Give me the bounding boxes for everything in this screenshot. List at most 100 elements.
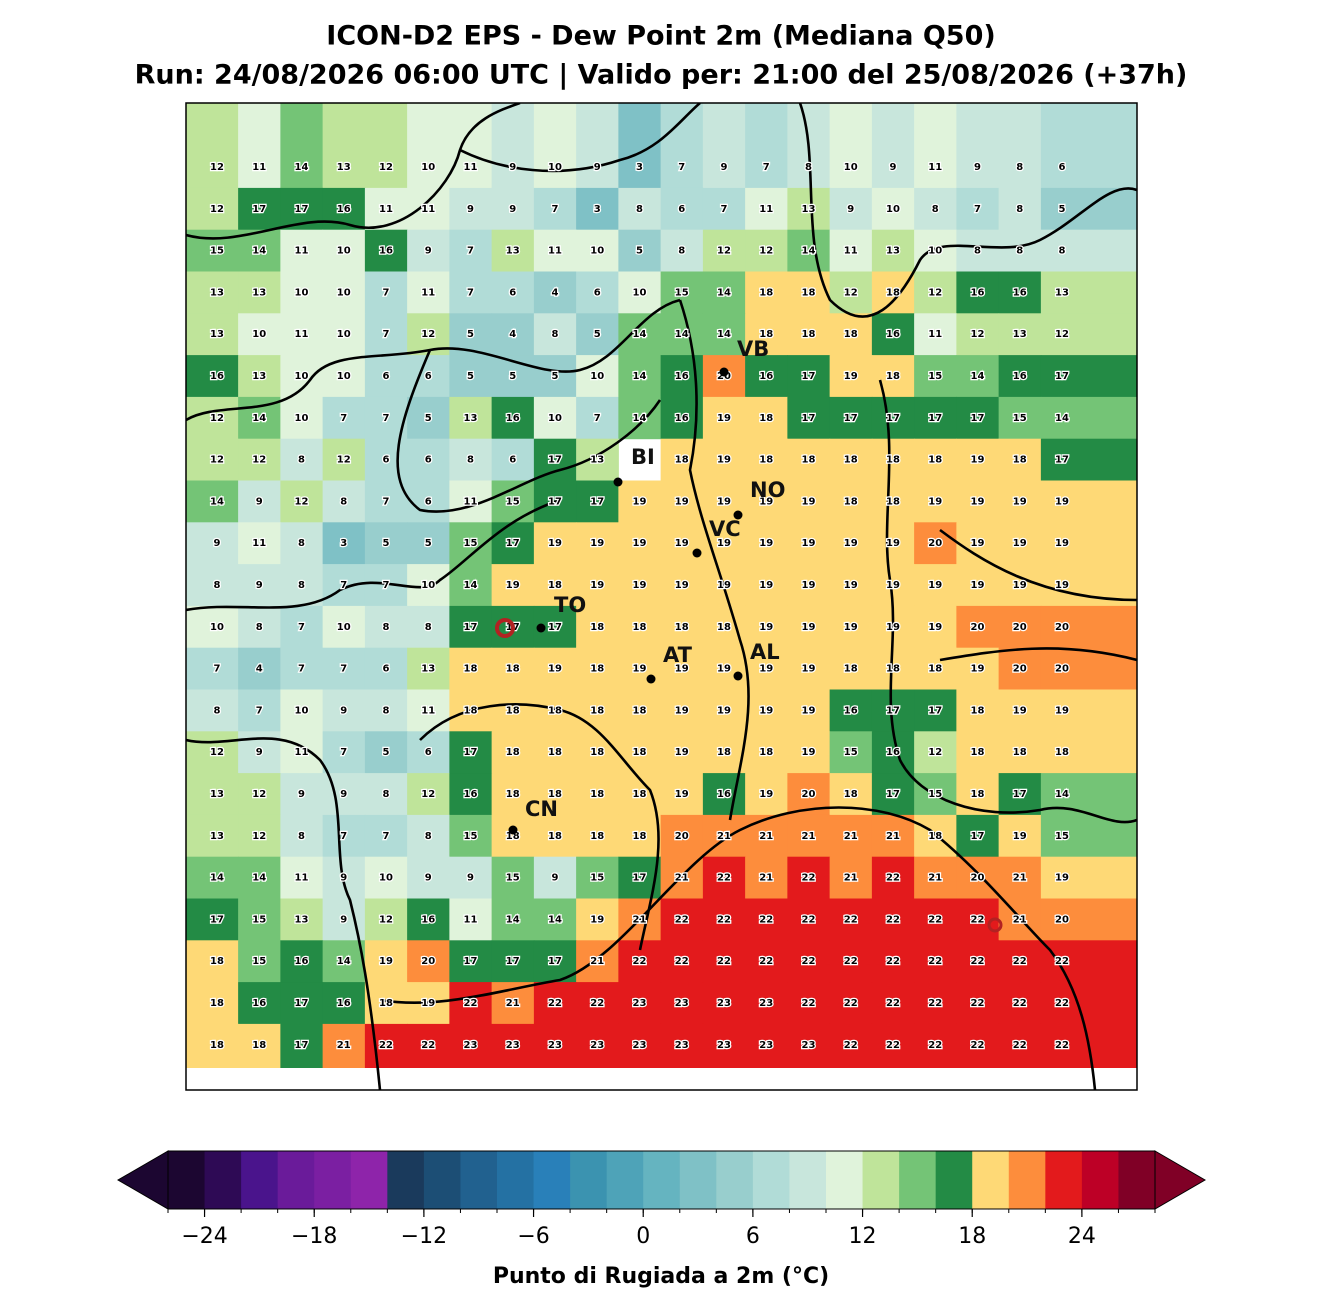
cell	[186, 103, 239, 189]
cell	[745, 396, 788, 440]
value-label: 22	[971, 914, 985, 925]
value-label: 12	[421, 329, 435, 340]
cell	[660, 605, 704, 649]
cell	[660, 480, 704, 523]
cell	[576, 773, 619, 816]
value-label: 22	[928, 956, 942, 967]
value-label: 19	[1055, 705, 1069, 716]
value-label: 18	[548, 705, 562, 716]
cell	[280, 103, 324, 189]
cell	[364, 731, 408, 774]
value-label: 20	[802, 789, 816, 800]
value-label: 11	[295, 747, 309, 758]
value-label: 22	[844, 956, 858, 967]
value-label: 14	[464, 580, 478, 591]
value-label: 19	[759, 789, 773, 800]
cell	[829, 480, 873, 523]
cell	[238, 940, 281, 983]
value-label: 21	[844, 873, 858, 884]
value-label: 22	[802, 873, 816, 884]
value-label: 8	[467, 455, 474, 466]
cell	[787, 229, 831, 272]
value-label: 19	[971, 580, 985, 591]
cell	[533, 187, 577, 231]
value-label: 10	[295, 705, 309, 716]
value-label: 6	[509, 455, 516, 466]
cell	[407, 773, 450, 816]
value-label: 17	[464, 747, 478, 758]
value-label: 13	[210, 789, 224, 800]
cell	[998, 856, 1042, 899]
cell	[449, 564, 493, 607]
value-label: 14	[548, 914, 562, 925]
cell	[914, 187, 957, 231]
value-label: 19	[802, 705, 816, 716]
cell	[829, 522, 873, 565]
colorbar-segment	[606, 1151, 644, 1209]
cell	[322, 480, 366, 523]
cell	[238, 689, 281, 732]
value-label: 7	[383, 329, 390, 340]
cell	[533, 229, 577, 272]
cell	[280, 982, 324, 1025]
value-label: 18	[590, 664, 604, 675]
value-label: 19	[548, 664, 562, 675]
border-line	[798, 103, 1137, 318]
value-label: 22	[802, 998, 816, 1009]
value-label: 17	[802, 371, 816, 382]
cell	[322, 229, 366, 272]
value-label: 17	[1055, 371, 1069, 382]
value-label: 13	[421, 664, 435, 675]
value-label: 13	[1055, 287, 1069, 298]
cell	[745, 355, 788, 398]
value-label: 18	[379, 998, 393, 1009]
cell	[745, 898, 788, 941]
cell	[745, 605, 788, 649]
value-label: 20	[1055, 664, 1069, 675]
value-label: 12	[210, 455, 224, 466]
value-label: 12	[210, 413, 224, 424]
cell	[186, 313, 239, 356]
value-label: 22	[717, 914, 731, 925]
value-label: 22	[1013, 956, 1027, 967]
value-label: 18	[928, 831, 942, 842]
value-label: 12	[210, 747, 224, 758]
cell	[533, 814, 577, 858]
value-label: 19	[802, 622, 816, 633]
colorbar-tick-label: −12	[401, 1224, 447, 1249]
coast-line	[379, 806, 1097, 1090]
value-label: 8	[383, 789, 390, 800]
value-label: 7	[383, 580, 390, 591]
value-label: 13	[210, 329, 224, 340]
border-line	[396, 349, 662, 513]
city-dot	[733, 671, 743, 681]
value-label: 11	[252, 538, 266, 549]
value-label: 18	[971, 705, 985, 716]
value-label: 17	[210, 914, 224, 925]
cell	[491, 856, 535, 899]
value-label: 8	[256, 622, 263, 633]
value-label: 18	[844, 329, 858, 340]
value-label: 10	[210, 622, 224, 633]
cell	[238, 898, 281, 941]
value-label: 9	[721, 162, 728, 173]
cell	[186, 522, 239, 565]
cell	[186, 982, 239, 1025]
value-label: 7	[721, 204, 728, 215]
colorbar-segment	[899, 1151, 937, 1209]
cell	[871, 773, 915, 816]
cell	[533, 396, 577, 440]
cell	[407, 438, 450, 481]
value-label: 12	[379, 914, 393, 925]
value-label: 9	[256, 580, 263, 591]
value-label: 19	[633, 538, 647, 549]
value-label: 17	[633, 873, 647, 884]
value-label: 10	[337, 329, 351, 340]
cell	[407, 647, 450, 690]
value-label: 16	[252, 998, 266, 1009]
value-label: 16	[210, 371, 224, 382]
value-label: 8	[340, 496, 347, 507]
value-label: 19	[802, 664, 816, 675]
sea-strip	[186, 1068, 1137, 1090]
